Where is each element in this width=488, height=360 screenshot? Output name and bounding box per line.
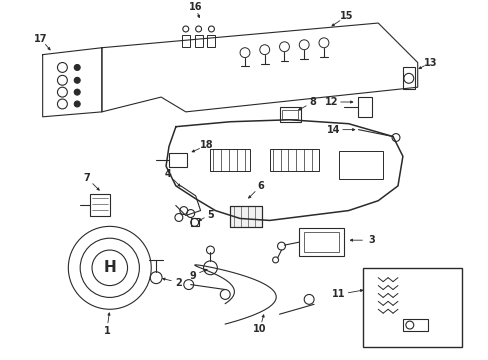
Circle shape — [74, 77, 80, 83]
Text: 17: 17 — [34, 34, 47, 44]
Text: 7: 7 — [83, 173, 90, 183]
Text: H: H — [103, 260, 116, 275]
Bar — [269, 149, 318, 171]
Text: 14: 14 — [326, 125, 340, 135]
Bar — [182, 35, 189, 47]
Text: 13: 13 — [423, 58, 436, 68]
Bar — [358, 97, 371, 117]
Bar — [402, 319, 427, 331]
Bar — [230, 206, 261, 228]
Text: 12: 12 — [325, 97, 338, 107]
Text: 11: 11 — [331, 289, 345, 300]
Circle shape — [74, 101, 80, 107]
Bar — [282, 110, 298, 119]
Text: 15: 15 — [339, 11, 353, 21]
Bar — [190, 219, 198, 226]
Text: 9: 9 — [189, 271, 196, 281]
Bar — [194, 35, 202, 47]
Bar — [402, 67, 414, 89]
Text: 6: 6 — [257, 181, 264, 191]
Bar — [279, 107, 301, 122]
Bar — [363, 268, 461, 347]
Bar — [230, 206, 261, 228]
Text: 5: 5 — [206, 210, 213, 220]
Circle shape — [74, 89, 80, 95]
Text: 8: 8 — [309, 97, 316, 107]
Text: 18: 18 — [199, 140, 213, 150]
Circle shape — [74, 64, 80, 71]
Bar — [210, 149, 249, 171]
Bar — [90, 194, 110, 216]
Text: 3: 3 — [367, 235, 374, 245]
Bar — [304, 232, 338, 252]
Text: 4: 4 — [164, 169, 171, 179]
Text: 2: 2 — [175, 278, 182, 288]
Bar — [338, 151, 383, 179]
Text: 16: 16 — [188, 2, 202, 12]
Bar — [207, 35, 215, 47]
Bar — [169, 153, 186, 167]
Bar — [299, 228, 343, 256]
Text: 10: 10 — [252, 324, 266, 334]
Text: 1: 1 — [103, 326, 110, 336]
